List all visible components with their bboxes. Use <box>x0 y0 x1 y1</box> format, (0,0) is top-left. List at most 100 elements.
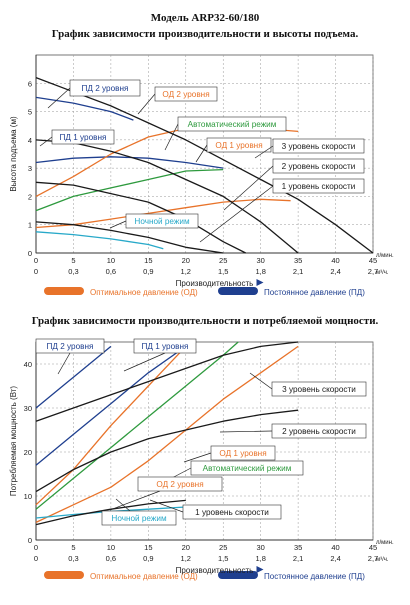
x-unit-label: л/мин. <box>376 253 394 259</box>
x-tick-label: 30 <box>256 256 264 265</box>
x2-tick-label: 0,3 <box>68 554 78 563</box>
x2-tick-label: 1,8 <box>255 267 265 276</box>
series-group <box>35 76 374 254</box>
leader-line <box>164 123 179 151</box>
y-tick-label: 3 <box>28 164 32 173</box>
x2-tick-label: 0,6 <box>106 554 116 563</box>
curve-label: ПД 1 уровня <box>142 342 189 351</box>
x2-tick-label: 0 <box>34 554 38 563</box>
curve-label: ПД 2 уровня <box>82 84 129 93</box>
curve-labels: ПД 2 уровня ОД 2 уровня ПД 1 уровня Автомат… <box>39 79 365 243</box>
label-box <box>137 476 223 492</box>
leader-line <box>137 93 156 115</box>
curve-label: 2 уровень скорости <box>282 427 356 436</box>
legend-pd-swatch <box>218 571 258 579</box>
y-tick-label: 5 <box>28 108 32 117</box>
curve-label: Автоматический режим <box>203 464 292 473</box>
curve-label: 1 уровень скорости <box>282 182 356 191</box>
x-axis-arrow <box>256 566 264 573</box>
label-box <box>133 338 197 354</box>
legend-od-swatch <box>44 287 84 295</box>
leader-line <box>123 352 166 372</box>
x-axis-arrow <box>256 279 264 286</box>
leader-line <box>47 87 71 109</box>
x-tick-label: 45 <box>369 543 377 552</box>
curve-label: ОД 2 уровня <box>162 90 209 99</box>
series-2 <box>35 345 187 466</box>
x2-tick-label: 2,4 <box>330 267 340 276</box>
chart2-plot: 0 10 20 30 40 0 5 10 15 20 25 30 35 40 45л/мин. 0 0,3 0,6… <box>9 338 394 575</box>
model-title: Модель ARP32-60/180 <box>151 12 260 24</box>
label-box <box>182 504 282 520</box>
label-box <box>101 510 177 526</box>
label-box <box>69 79 141 97</box>
x2-unit-label: м³/ч. <box>376 557 389 563</box>
legend-od-label: Оптимальное давление (ОД) <box>90 288 198 297</box>
x2-tick-label: 0,9 <box>143 267 153 276</box>
x2-tick-label: 0,9 <box>143 554 153 563</box>
y-tick-label: 4 <box>28 136 32 145</box>
x-axis-label: Производительность <box>176 279 254 288</box>
series-unlabeled <box>35 221 224 254</box>
y-tick-label: 20 <box>24 448 32 457</box>
x-tick-label: 0 <box>34 256 38 265</box>
label-box <box>271 423 367 439</box>
curve-label: Ночной режим <box>111 514 167 523</box>
curve-label: 3 уровень скорости <box>282 385 356 394</box>
x-tick-label: 20 <box>182 543 190 552</box>
x2-tick-label: 0 <box>34 267 38 276</box>
x2-tick-label: 1,2 <box>181 554 191 563</box>
grid <box>35 342 374 541</box>
x-tick-label: 35 <box>294 543 302 552</box>
leader-line <box>109 220 127 229</box>
legend-od-swatch <box>44 571 84 579</box>
x-tick-label: 5 <box>71 256 75 265</box>
legend-od-label: Оптимальное давление (ОД) <box>90 572 198 581</box>
series-1 <box>35 345 112 409</box>
leader-line <box>254 145 274 159</box>
x2-tick-label: 1,5 <box>218 554 228 563</box>
x2-tick-label: 1,2 <box>181 267 191 276</box>
series-7 <box>35 341 299 422</box>
label-box <box>272 158 365 174</box>
x-tick-label: 25 <box>219 256 227 265</box>
x2-tick-label: 2,7 <box>368 267 378 276</box>
series-9 <box>35 181 246 254</box>
label-box <box>272 178 365 194</box>
leader-line <box>57 352 71 375</box>
x-tick-label: 40 <box>331 543 339 552</box>
legend-pd-swatch <box>218 287 258 295</box>
leader-line <box>149 499 184 513</box>
leader-line <box>199 185 274 243</box>
x-tick-label: 20 <box>182 256 190 265</box>
x-tick-label: 40 <box>331 256 339 265</box>
series-group <box>35 341 299 526</box>
label-box <box>125 213 199 229</box>
curve-label: Ночной режим <box>134 217 190 226</box>
chart1-title: График зависимости производительности и … <box>52 28 359 40</box>
x-tick-label: 0 <box>34 543 38 552</box>
y-tick-label: 1 <box>28 221 32 230</box>
leader-line <box>183 452 212 463</box>
leader-line <box>249 372 273 390</box>
y-tick-label: 0 <box>28 249 32 258</box>
curve-label: ОД 2 уровня <box>156 480 203 489</box>
x-tick-label: 15 <box>144 543 152 552</box>
label-box <box>190 460 304 476</box>
x-tick-label: 5 <box>71 543 75 552</box>
x-tick-label: 10 <box>107 256 115 265</box>
label-box <box>271 381 367 397</box>
y-axis-label: Потребляемая мощность (Вт) <box>9 386 18 497</box>
leader-line <box>195 144 208 163</box>
x2-tick-label: 2,7 <box>368 554 378 563</box>
x2-tick-label: 1,8 <box>255 554 265 563</box>
legend-pd-label: Постоянное давление (ПД) <box>264 288 365 297</box>
chart2-title: График зависимости производительности и … <box>32 315 379 327</box>
label-box <box>177 116 287 132</box>
y-tick-label: 6 <box>28 79 32 88</box>
curve-label: Автоматический режим <box>188 120 277 129</box>
x-tick-label: 15 <box>144 256 152 265</box>
label-box <box>35 338 105 354</box>
